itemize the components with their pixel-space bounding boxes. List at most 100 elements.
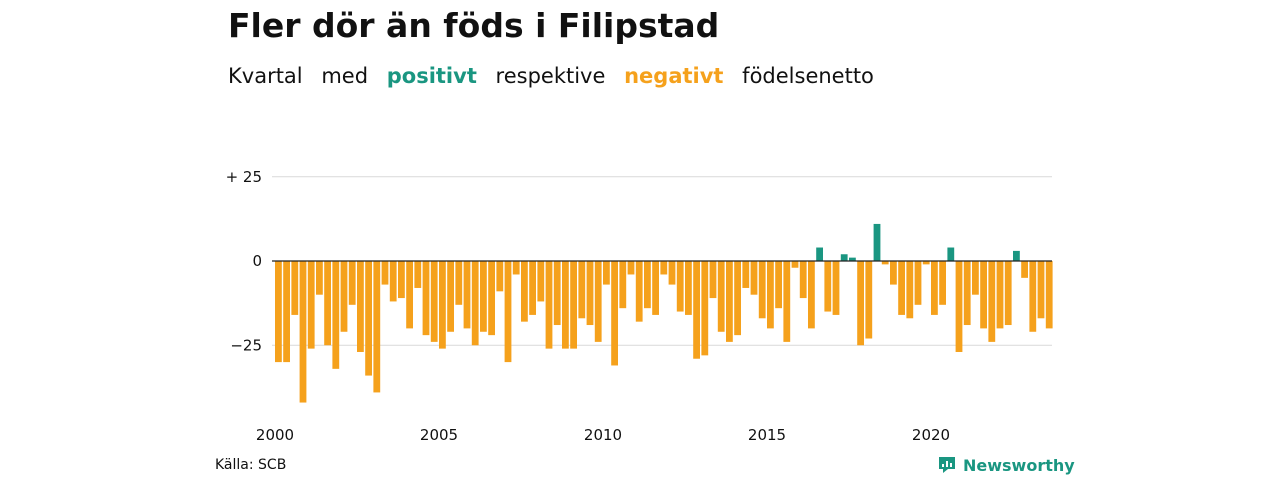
bar bbox=[357, 261, 364, 352]
bar bbox=[693, 261, 700, 359]
x-tick-label: 2020 bbox=[912, 426, 950, 444]
bar bbox=[750, 261, 758, 295]
bar bbox=[603, 261, 610, 285]
x-tick-label: 2015 bbox=[748, 426, 786, 444]
bar bbox=[668, 261, 676, 285]
bar bbox=[299, 261, 307, 403]
subtitle-positive: positivt bbox=[386, 64, 477, 88]
bar bbox=[1013, 250, 1020, 261]
bar bbox=[955, 261, 963, 352]
bar bbox=[922, 261, 930, 265]
bar bbox=[291, 261, 299, 315]
bar bbox=[611, 261, 618, 366]
subtitle-text-2: med bbox=[321, 64, 369, 88]
bar bbox=[635, 261, 643, 322]
bar bbox=[931, 261, 938, 315]
bar bbox=[799, 261, 807, 299]
bar bbox=[406, 261, 413, 329]
bar bbox=[480, 261, 487, 332]
bar bbox=[578, 261, 586, 319]
bar bbox=[726, 261, 733, 342]
bar bbox=[463, 261, 471, 329]
brand-name: Newsworthy bbox=[963, 455, 1075, 475]
bar bbox=[1037, 261, 1045, 319]
bar bbox=[644, 261, 651, 309]
bar bbox=[963, 261, 971, 326]
bar bbox=[389, 261, 397, 302]
bar bbox=[865, 261, 873, 339]
y-tick-label: −25 bbox=[230, 336, 262, 354]
bar bbox=[594, 261, 602, 342]
bar bbox=[972, 261, 979, 295]
bar bbox=[939, 261, 946, 305]
bar bbox=[914, 261, 922, 305]
subtitle-negative: negativt bbox=[624, 64, 724, 88]
bar bbox=[734, 261, 741, 336]
bar bbox=[529, 261, 536, 315]
bar bbox=[709, 261, 717, 299]
bar bbox=[283, 261, 290, 363]
bar bbox=[430, 261, 438, 342]
bar bbox=[471, 261, 479, 346]
bar bbox=[373, 261, 381, 393]
bar bbox=[316, 261, 323, 295]
bar bbox=[685, 261, 692, 315]
bar bbox=[447, 261, 454, 332]
bar bbox=[537, 261, 545, 302]
bar bbox=[996, 261, 1004, 329]
bar bbox=[840, 254, 848, 261]
bar bbox=[348, 261, 356, 305]
bar bbox=[1021, 261, 1028, 278]
bar bbox=[947, 247, 955, 261]
bar bbox=[988, 261, 996, 342]
bar bbox=[767, 261, 774, 329]
bar bbox=[521, 261, 528, 322]
bar bbox=[775, 261, 782, 309]
bar bbox=[307, 261, 315, 349]
bar bbox=[488, 261, 495, 336]
bar bbox=[791, 261, 799, 268]
bar bbox=[1029, 261, 1037, 332]
bar bbox=[758, 261, 766, 319]
bar bbox=[504, 261, 512, 363]
bar bbox=[562, 261, 569, 349]
bar bbox=[545, 261, 553, 349]
bar bbox=[512, 261, 520, 275]
chart-title: Fler dör än föds i Filipstad bbox=[228, 6, 720, 45]
bar bbox=[783, 261, 791, 342]
y-tick-label: 0 bbox=[252, 252, 262, 270]
source-note: Källa: SCB bbox=[215, 457, 287, 473]
bar bbox=[701, 261, 709, 356]
x-tick-label: 2010 bbox=[584, 426, 622, 444]
bar bbox=[414, 261, 422, 288]
bar bbox=[340, 261, 348, 332]
bar bbox=[898, 261, 905, 315]
bar bbox=[816, 247, 823, 261]
bar bbox=[553, 261, 561, 326]
bar bbox=[676, 261, 684, 312]
bar bbox=[808, 261, 815, 329]
bar bbox=[275, 261, 282, 363]
bar bbox=[422, 261, 430, 336]
bar bbox=[455, 261, 463, 305]
x-tick-label: 2005 bbox=[420, 426, 458, 444]
bar bbox=[365, 261, 372, 376]
bar bbox=[873, 223, 881, 261]
bar bbox=[1004, 261, 1012, 326]
bar bbox=[1045, 261, 1053, 329]
bar bbox=[824, 261, 832, 312]
subtitle-text-1: Kvartal bbox=[228, 64, 303, 88]
bar bbox=[906, 261, 914, 319]
chart-subtitle: Kvartal med positivt respektive negativt… bbox=[228, 64, 886, 88]
bar bbox=[849, 257, 856, 261]
subtitle-text-4: födelsenetto bbox=[742, 64, 874, 88]
bar bbox=[660, 261, 668, 275]
subtitle-text-3: respektive bbox=[495, 64, 606, 88]
bar bbox=[332, 261, 340, 369]
bar bbox=[717, 261, 725, 332]
newsworthy-icon bbox=[939, 457, 955, 473]
bar bbox=[381, 261, 389, 285]
bar bbox=[652, 261, 659, 315]
bar bbox=[398, 261, 405, 299]
bar bbox=[570, 261, 577, 349]
